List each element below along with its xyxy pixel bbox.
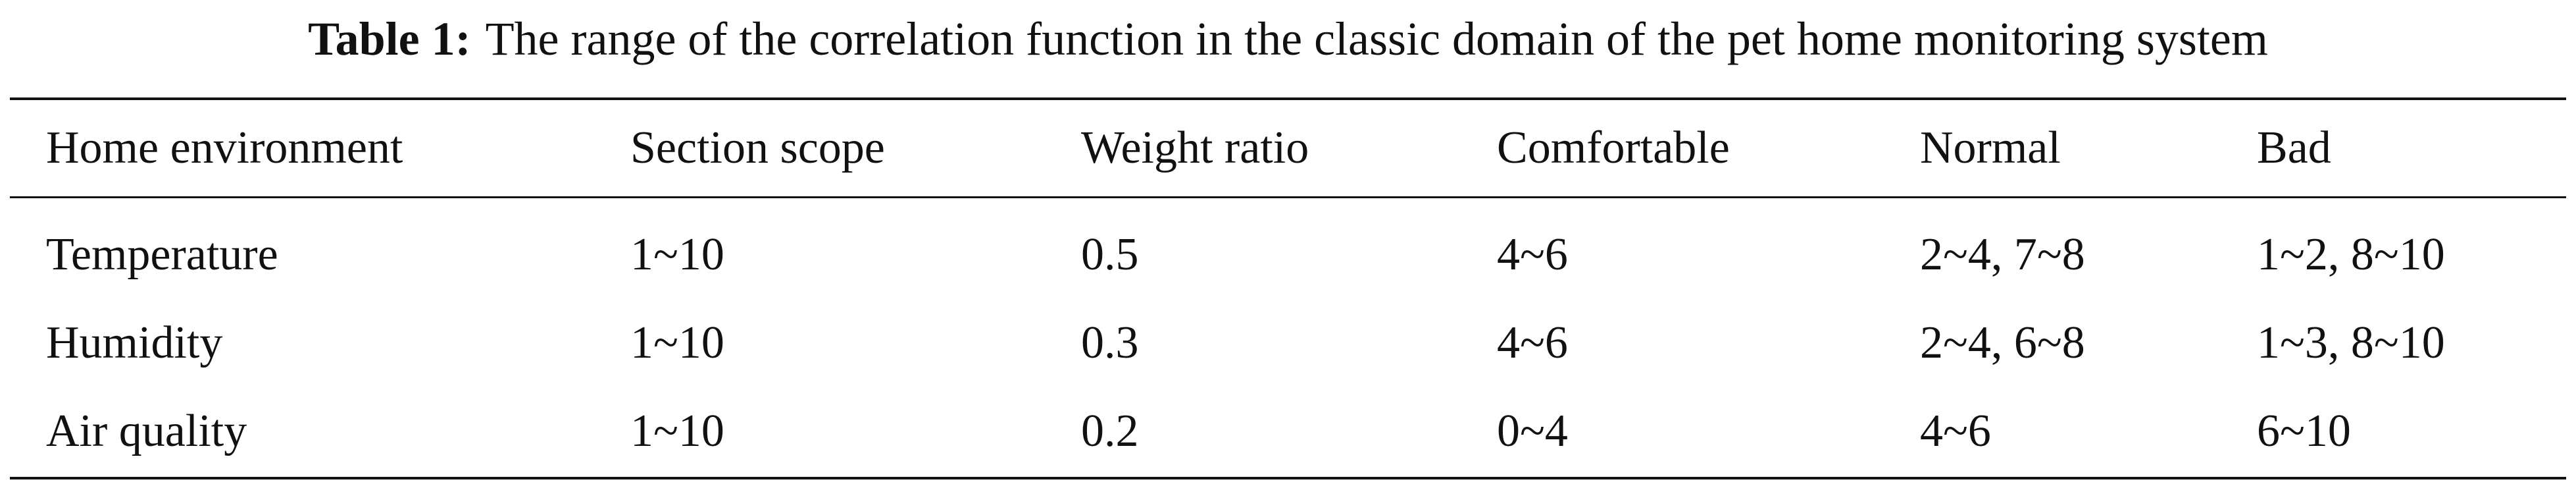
table-cell: Temperature	[46, 229, 278, 280]
table-cell: 0.5	[1081, 229, 1139, 280]
table-cell: 4~6	[1497, 317, 1568, 368]
caption: Table 1: The range of the correlation fun…	[0, 12, 2576, 67]
table-cell: 1~3, 8~10	[2257, 317, 2445, 368]
header-cell: Normal	[1920, 123, 2061, 173]
table-cell: Humidity	[46, 317, 223, 368]
table-cell: 2~4, 7~8	[1920, 229, 2085, 280]
table-cell: 2~4, 6~8	[1920, 317, 2085, 368]
table-cell: 1~10	[630, 317, 724, 368]
table-cell: 6~10	[2257, 406, 2351, 456]
header-cell: Home environment	[46, 123, 403, 173]
caption-label: Table 1:	[308, 13, 471, 65]
table-cell: 0.3	[1081, 317, 1139, 368]
header-cell: Bad	[2257, 123, 2331, 173]
table-cell: 0~4	[1497, 406, 1568, 456]
table-cell: 1~10	[630, 406, 724, 456]
table-cell: 1~10	[630, 229, 724, 280]
header-cell: Section scope	[630, 123, 885, 173]
table-cell: 4~6	[1497, 229, 1568, 280]
table-cell: 0.2	[1081, 406, 1139, 456]
header-rule	[10, 196, 2566, 198]
header-cell: Weight ratio	[1081, 123, 1309, 173]
bottom-rule	[10, 477, 2566, 479]
table-cell: 1~2, 8~10	[2257, 229, 2445, 280]
table-cell: 4~6	[1920, 406, 1991, 456]
table-cell: Air quality	[46, 406, 247, 456]
header-cell: Comfortable	[1497, 123, 1730, 173]
caption-text: The range of the correlation function in…	[485, 13, 2268, 65]
top-rule	[10, 97, 2566, 100]
